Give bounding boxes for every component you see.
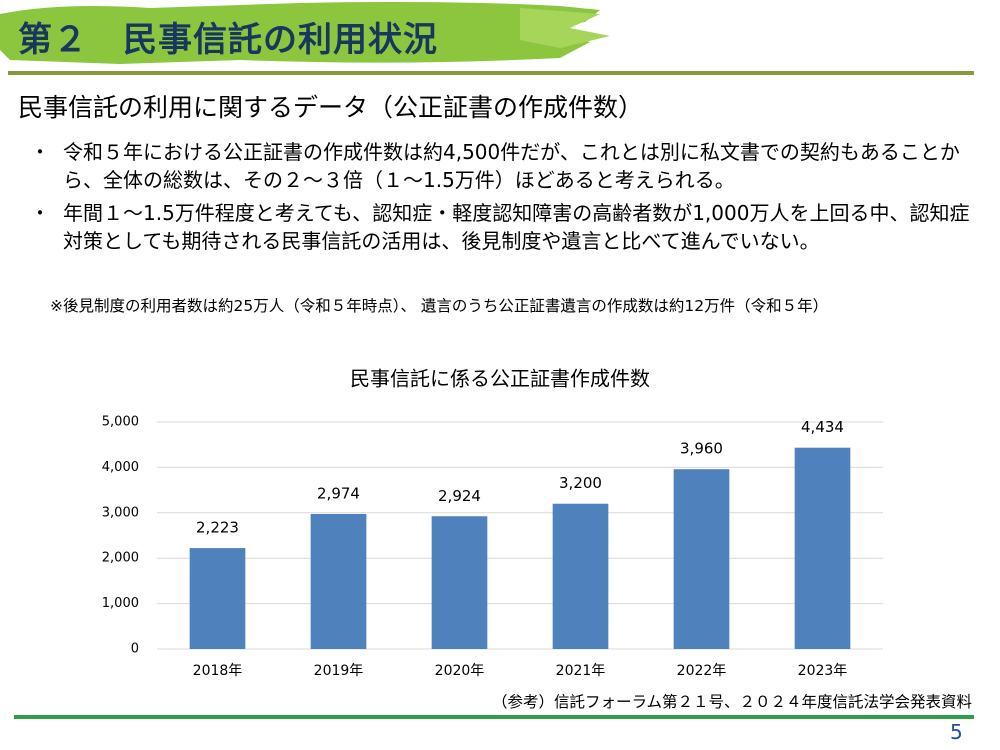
y-tick-label: 5,000 [102,415,139,430]
footer-rule [14,715,974,719]
data-label: 4,434 [801,418,844,436]
y-tick-label: 4,000 [102,460,139,475]
chart: 民事信託に係る公正証書作成件数 0 1,000 2,000 3,000 4,000 5,0… [102,367,883,679]
bullet: ・令和５年における公正証書の作成件数は約4,500件だが、これとは別に私文書での… [30,138,983,194]
bar [431,516,488,649]
x-tick-label: 2021年 [556,663,606,679]
chart-title: 民事信託に係る公正証書作成件数 [350,367,650,391]
bar [189,548,246,649]
bar [794,447,851,649]
x-tick-label: 2020年 [435,663,485,679]
data-label: 3,960 [680,440,723,458]
x-tick-label: 2018年 [193,663,243,679]
subtitle: 民事信託の利用に関するデータ（公正証書の作成件数） [18,93,644,122]
bar [310,513,367,649]
bullet-marker: ・ [30,201,50,225]
y-tick-label: 3,000 [102,505,139,520]
bullet-text: 令和５年における公正証書の作成件数は約4,500件だが、これとは別に私文書での契… [63,140,960,192]
header-brush [0,2,600,64]
source: （参考）信託フォーラム第２１号、２０２４年度信託法学会発表資料 [491,693,972,711]
bullet-marker: ・ [30,140,50,164]
bullet: ・年間１～1.5万件程度と考えても、認知症・軽度認知障害の高齢者数が1,000万… [30,199,983,255]
header-rule [8,71,974,75]
note: ※後見制度の利用者数は約25万人（令和５年時点）、 遺言のうち公正証書遺言の作成… [50,297,829,315]
header-brush [520,8,610,48]
data-label: 3,200 [559,474,602,492]
x-tick-label: 2019年 [314,663,364,679]
page-number: 5 [950,720,963,744]
y-tick-label: 2,000 [102,551,139,566]
slide-title: 第２ 民事信託の利用状況 [18,20,438,60]
bar [673,469,730,649]
data-label: 2,974 [317,484,360,502]
y-tick-label: 0 [131,642,139,657]
bar [552,503,609,649]
bullet-text: 年間１～1.5万件程度と考えても、認知症・軽度認知障害の高齢者数が1,000万人… [63,201,970,253]
data-label: 2,924 [438,487,481,505]
x-tick-label: 2023年 [798,663,848,679]
y-tick-label: 1,000 [102,596,139,611]
x-tick-label: 2022年 [677,663,727,679]
data-label: 2,223 [196,519,239,537]
